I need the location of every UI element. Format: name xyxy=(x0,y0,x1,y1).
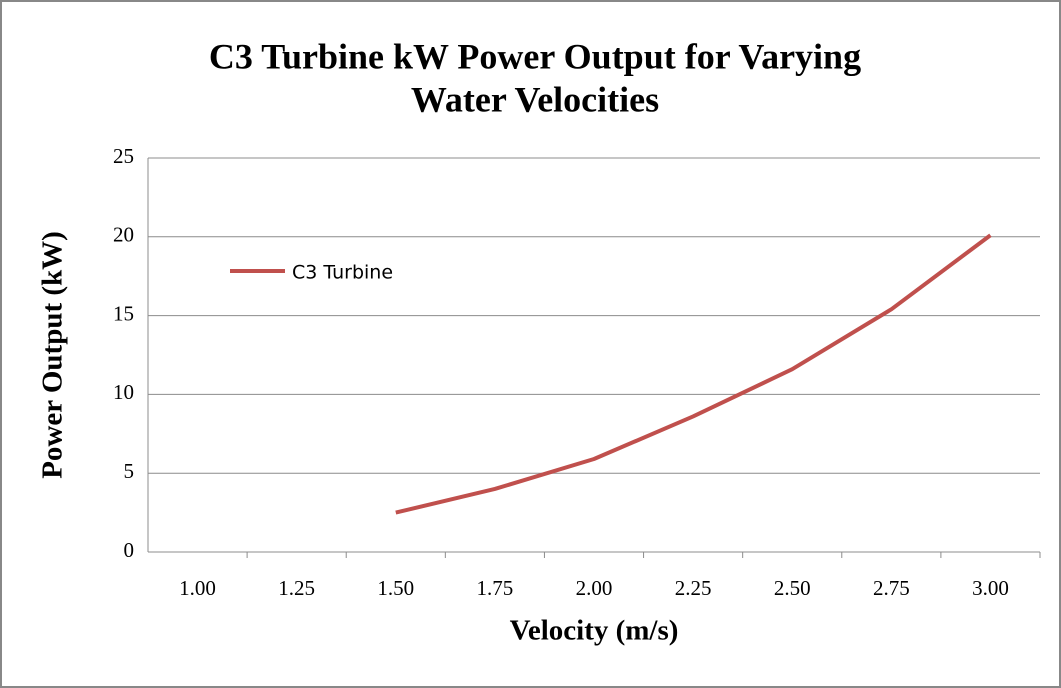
x-tick-label: 2.50 xyxy=(774,576,811,600)
series-line xyxy=(395,233,992,515)
x-tick-label: 1.00 xyxy=(179,576,216,600)
x-tick-label: 3.00 xyxy=(972,576,1009,600)
y-axis-label: Power Output (kW) xyxy=(37,231,69,479)
x-tick-label: 2.25 xyxy=(675,576,712,600)
y-tick-label: 20 xyxy=(113,223,134,247)
y-tick-label: 10 xyxy=(113,380,134,404)
y-tick-label: 15 xyxy=(113,301,134,325)
legend-label: C3 Turbine xyxy=(292,262,393,284)
y-tick-label: 0 xyxy=(124,538,135,562)
x-tick-label: 1.75 xyxy=(477,576,514,600)
chart-title: C3 Turbine kW Power Output for Varying xyxy=(209,36,861,76)
chart-title: Water Velocities xyxy=(411,79,659,119)
y-tick-label: 5 xyxy=(124,459,135,483)
y-tick-label: 25 xyxy=(113,144,134,168)
x-tick-label: 1.25 xyxy=(278,576,315,600)
x-tick-label: 1.50 xyxy=(377,576,414,600)
x-tick-label: 2.00 xyxy=(576,576,613,600)
x-tick-label: 2.75 xyxy=(873,576,910,600)
x-axis-label: Velocity (m/s) xyxy=(510,615,679,647)
